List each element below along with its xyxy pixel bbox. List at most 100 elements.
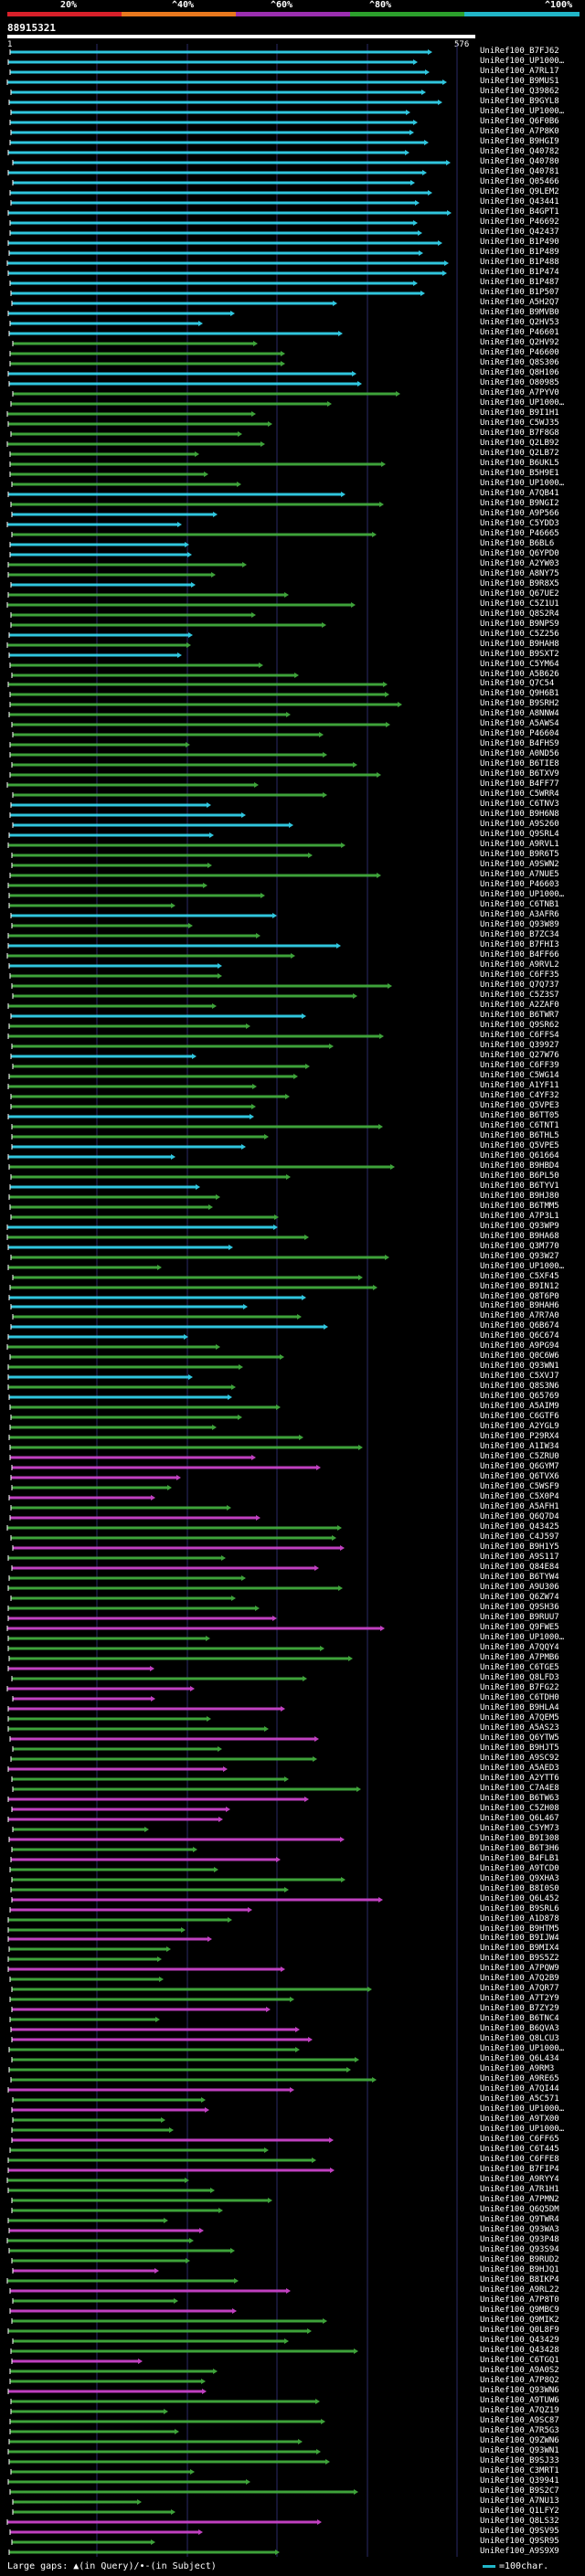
hit-label[interactable]: UniRef100_A7P8K0 bbox=[480, 127, 559, 136]
hit-label[interactable]: UniRef100_Q6C674 bbox=[480, 1331, 559, 1341]
hit-label[interactable]: UniRef100_C5XF45 bbox=[480, 1272, 559, 1281]
hit-label[interactable]: UniRef100_Q84E84 bbox=[480, 1563, 559, 1572]
hit-label[interactable]: UniRef100_Q7Q737 bbox=[480, 981, 559, 990]
hit-label[interactable]: UniRef100_C6FF39 bbox=[480, 1061, 559, 1070]
hit-label[interactable]: UniRef100_C5Z256 bbox=[480, 630, 559, 639]
hit-label[interactable]: UniRef100_Q61664 bbox=[480, 1151, 559, 1161]
hit-label[interactable]: UniRef100_C5Z3S7 bbox=[480, 991, 559, 1000]
hit-label[interactable]: UniRef100_Q43441 bbox=[480, 197, 559, 207]
hit-label[interactable]: UniRef100_C6TNB1 bbox=[480, 900, 559, 909]
hit-label[interactable]: UniRef100_Q3M770 bbox=[480, 1242, 559, 1251]
hit-label[interactable]: UniRef100_C6T445 bbox=[480, 2145, 559, 2154]
hit-label[interactable]: UniRef100_UP1000… bbox=[480, 57, 565, 66]
hit-label[interactable]: UniRef100_A9SC87 bbox=[480, 2416, 559, 2425]
hit-label[interactable]: UniRef100_A7NU13 bbox=[480, 2496, 559, 2506]
hit-label[interactable]: UniRef100_A7P8T0 bbox=[480, 2295, 559, 2305]
hit-label[interactable]: UniRef100_B6TYW4 bbox=[480, 1573, 559, 1582]
hit-label[interactable]: UniRef100_A7R5G3 bbox=[480, 2426, 559, 2435]
hit-label[interactable]: UniRef100_A2YTT6 bbox=[480, 1774, 559, 1783]
hit-label[interactable]: UniRef100_B7F8G8 bbox=[480, 429, 559, 438]
hit-label[interactable]: UniRef100_Q43429 bbox=[480, 2336, 559, 2345]
hit-label[interactable]: UniRef100_A7P3L1 bbox=[480, 1212, 559, 1221]
hit-label[interactable]: UniRef100_B9HAH8 bbox=[480, 640, 559, 649]
hit-label[interactable]: UniRef100_B9HLA4 bbox=[480, 1703, 559, 1712]
hit-label[interactable]: UniRef100_B6THL5 bbox=[480, 1131, 559, 1140]
hit-label[interactable]: UniRef100_A9TUW6 bbox=[480, 2396, 559, 2405]
hit-label[interactable]: UniRef100_B7ZC34 bbox=[480, 930, 559, 939]
hit-label[interactable]: UniRef100_Q93S94 bbox=[480, 2245, 559, 2254]
hit-label[interactable]: UniRef100_Q9LEM2 bbox=[480, 187, 559, 196]
hit-label[interactable]: UniRef100_B9I308 bbox=[480, 1834, 559, 1843]
hit-label[interactable]: UniRef100_B6UKL5 bbox=[480, 459, 559, 468]
hit-label[interactable]: UniRef100_A5AFH1 bbox=[480, 1502, 559, 1511]
hit-label[interactable]: UniRef100_B9SRH2 bbox=[480, 699, 559, 708]
hit-label[interactable]: UniRef100_Q8S2R4 bbox=[480, 610, 559, 619]
hit-label[interactable]: UniRef100_Q9MBC9 bbox=[480, 2306, 559, 2315]
hit-label[interactable]: UniRef100_B1P487 bbox=[480, 278, 559, 287]
hit-label[interactable]: UniRef100_A9S117 bbox=[480, 1553, 559, 1562]
hit-label[interactable]: UniRef100_C6FF65 bbox=[480, 2135, 559, 2144]
hit-label[interactable]: UniRef100_A5H2Q7 bbox=[480, 298, 559, 307]
hit-label[interactable]: UniRef100_Q40780 bbox=[480, 157, 559, 166]
hit-label[interactable]: UniRef100_A2YGL9 bbox=[480, 1422, 559, 1431]
hit-label[interactable]: UniRef100_B9HGI9 bbox=[480, 137, 559, 146]
hit-label[interactable]: UniRef100_P46600 bbox=[480, 348, 559, 357]
hit-label[interactable]: UniRef100_Q9SV95 bbox=[480, 2527, 559, 2536]
hit-label[interactable]: UniRef100_Q0L8F9 bbox=[480, 2326, 559, 2335]
hit-label[interactable]: UniRef100_B9HJT5 bbox=[480, 1744, 559, 1753]
hit-label[interactable]: UniRef100_Q40782 bbox=[480, 147, 559, 156]
hit-label[interactable]: UniRef100_Q2LB72 bbox=[480, 449, 559, 458]
hit-label[interactable]: UniRef100_A2ZAF0 bbox=[480, 1001, 559, 1010]
hit-label[interactable]: UniRef100_Q42437 bbox=[480, 228, 559, 237]
hit-label[interactable]: UniRef100_B9HTM5 bbox=[480, 1924, 559, 1934]
hit-label[interactable]: UniRef100_B1P490 bbox=[480, 238, 559, 247]
hit-label[interactable]: UniRef100_A7QQY4 bbox=[480, 1643, 559, 1652]
hit-label[interactable]: UniRef100_B4FF66 bbox=[480, 950, 559, 959]
hit-label[interactable]: UniRef100_Q7C54 bbox=[480, 679, 555, 688]
hit-label[interactable]: UniRef100_Q2LB92 bbox=[480, 439, 559, 448]
hit-label[interactable]: UniRef100_Q8T6P0 bbox=[480, 1292, 559, 1301]
hit-label[interactable]: UniRef100_B9HAH6 bbox=[480, 1301, 559, 1310]
hit-label[interactable]: UniRef100_A9TX00 bbox=[480, 2115, 559, 2124]
hit-label[interactable]: UniRef100_B1P507 bbox=[480, 288, 559, 297]
hit-label[interactable]: UniRef100_UP1000… bbox=[480, 1262, 565, 1271]
hit-label[interactable]: UniRef100_P46665 bbox=[480, 529, 559, 538]
hit-label[interactable]: UniRef100_B9RUU7 bbox=[480, 1613, 559, 1622]
hit-label[interactable]: UniRef100_B6TNC4 bbox=[480, 2014, 559, 2023]
hit-label[interactable]: UniRef100_B9MIX4 bbox=[480, 1944, 559, 1953]
hit-label[interactable]: UniRef100_Q9ZWN6 bbox=[480, 2436, 559, 2445]
hit-label[interactable]: UniRef100_Q6L467 bbox=[480, 1814, 559, 1823]
hit-label[interactable]: UniRef100_Q6F0B6 bbox=[480, 117, 559, 126]
hit-label[interactable]: UniRef100_A7P8Q2 bbox=[480, 2376, 559, 2385]
hit-label[interactable]: UniRef100_P46603 bbox=[480, 880, 559, 889]
hit-label[interactable]: UniRef100_C6TGQ1 bbox=[480, 2356, 559, 2365]
hit-label[interactable]: UniRef100_A7R1H1 bbox=[480, 2185, 559, 2194]
hit-label[interactable]: UniRef100_B6TWR7 bbox=[480, 1011, 559, 1020]
hit-label[interactable]: UniRef100_A9A0S2 bbox=[480, 2366, 559, 2375]
hit-label[interactable]: UniRef100_A7QEM5 bbox=[480, 1713, 559, 1723]
hit-label[interactable]: UniRef100_Q8LFD3 bbox=[480, 1673, 559, 1682]
hit-label[interactable]: UniRef100_B9S5Z2 bbox=[480, 1954, 559, 1963]
hit-label[interactable]: UniRef100_A5AED3 bbox=[480, 1764, 559, 1773]
hit-label[interactable]: UniRef100_C5WRR4 bbox=[480, 790, 559, 799]
hit-label[interactable]: UniRef100_B1P489 bbox=[480, 248, 559, 257]
hit-label[interactable]: UniRef100_A9TCD0 bbox=[480, 1864, 559, 1873]
hit-label[interactable]: UniRef100_B9NGI2 bbox=[480, 499, 559, 508]
hit-label[interactable]: UniRef100_A7QI44 bbox=[480, 2084, 559, 2094]
hit-label[interactable]: UniRef100_Q9FWE5 bbox=[480, 1623, 559, 1632]
hit-label[interactable]: UniRef100_C5YM64 bbox=[480, 660, 559, 669]
hit-label[interactable]: UniRef100_B9IJW4 bbox=[480, 1934, 559, 1943]
hit-label[interactable]: UniRef100_P46604 bbox=[480, 729, 559, 738]
hit-label[interactable]: UniRef100_B4GPT1 bbox=[480, 207, 559, 217]
hit-label[interactable]: UniRef100_Q65769 bbox=[480, 1392, 559, 1401]
hit-label[interactable]: UniRef100_A9U306 bbox=[480, 1583, 559, 1592]
hit-label[interactable]: UniRef100_C4YF32 bbox=[480, 1091, 559, 1100]
hit-label[interactable]: UniRef100_B6TT05 bbox=[480, 1111, 559, 1120]
hit-label[interactable]: UniRef100_Q8S306 bbox=[480, 358, 559, 367]
hit-label[interactable]: UniRef100_A7PMN2 bbox=[480, 2195, 559, 2204]
hit-label[interactable]: UniRef100_Q8LCU3 bbox=[480, 2034, 559, 2043]
hit-label[interactable]: UniRef100_A8NY75 bbox=[480, 569, 559, 578]
hit-label[interactable]: UniRef100_Q9SR95 bbox=[480, 2537, 559, 2546]
hit-label[interactable]: UniRef100_B5H9E1 bbox=[480, 469, 559, 478]
hit-label[interactable]: UniRef100_Q6L452 bbox=[480, 1894, 559, 1903]
